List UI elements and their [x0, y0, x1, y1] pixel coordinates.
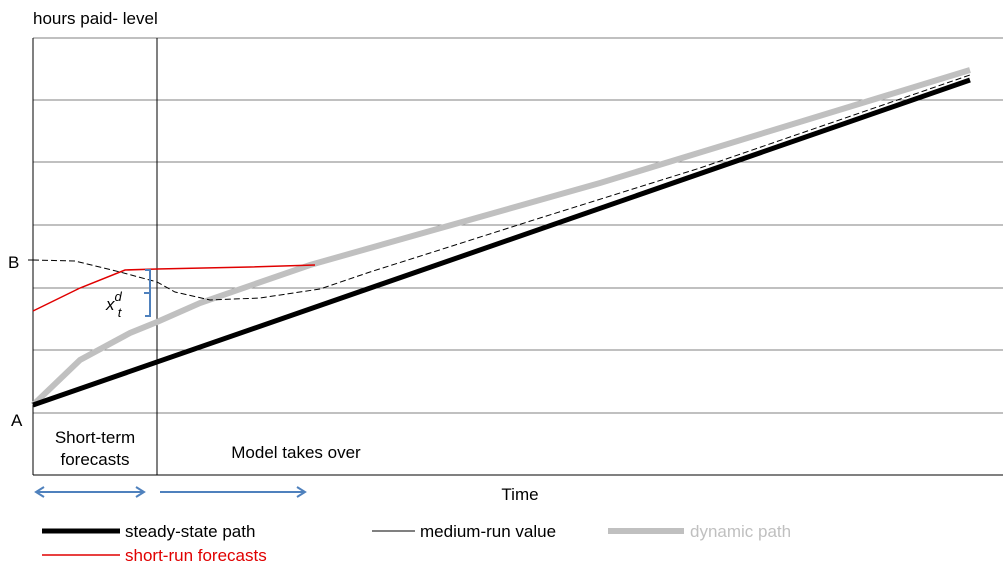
region-label: Short-term [55, 428, 135, 447]
gap-label: xd t [105, 289, 123, 320]
x-axis-title: Time [501, 485, 538, 504]
gap-bracket [144, 269, 151, 317]
arrow-head [34, 486, 146, 498]
short-run-forecasts [32, 264, 316, 312]
gap-base: x [105, 295, 115, 314]
medium-run-value [32, 74, 971, 301]
legend-label: short-run forecasts [125, 546, 267, 565]
legend-label: dynamic path [690, 522, 791, 541]
gap-sub: t [118, 305, 123, 320]
steady-state-path [32, 77, 971, 408]
arrow-head [296, 486, 307, 498]
legend-label: medium-run value [420, 522, 556, 541]
dynamic-path [30, 67, 971, 408]
legend-label: steady-state path [125, 522, 255, 541]
point-label: A [11, 411, 23, 430]
y-axis-title: hours paid- level [33, 9, 158, 28]
region-label: forecasts [61, 450, 130, 469]
gap-sup: d [115, 289, 123, 304]
region-label: Model takes over [231, 443, 361, 462]
arrows [34, 486, 307, 498]
point-label: B [8, 253, 19, 272]
